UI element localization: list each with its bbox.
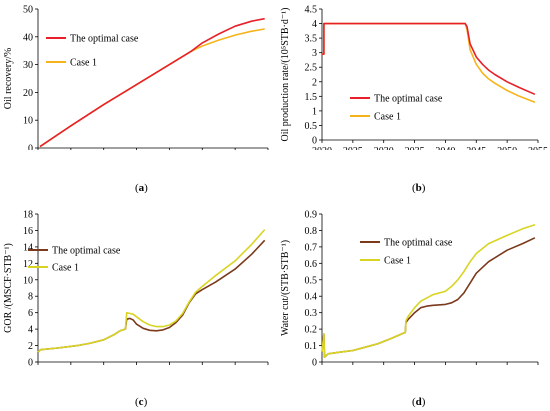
y-tick-label: 0.2 xyxy=(305,325,318,336)
y-tick-label: 0.9 xyxy=(305,210,318,221)
y-tick-label: 20 xyxy=(23,88,33,99)
caption-c: (c) xyxy=(135,396,148,408)
series-line-case-1 xyxy=(39,28,265,148)
y-tick-label: 0.3 xyxy=(305,308,318,319)
series-line-optimal-case xyxy=(322,22,536,96)
y-tick-label: 0 xyxy=(28,358,33,369)
y-tick-label: 0.8 xyxy=(305,226,318,237)
y-tick-label: 1 xyxy=(312,106,317,117)
legend-label-optimal-case: The optimal case xyxy=(384,238,453,249)
y-tick-label: 40 xyxy=(23,32,33,43)
series-line-case-1 xyxy=(321,223,536,358)
y-axis-label: GOR /(MSCF·STB⁻¹) xyxy=(3,243,14,333)
x-tick-label: 2035 xyxy=(405,146,425,150)
chart-panel-c: 2020202520302035204020452050205502468101… xyxy=(3,210,269,369)
caption-d: (d) xyxy=(412,396,426,408)
y-tick-label: 0.7 xyxy=(305,242,318,253)
y-tick-label: 0 xyxy=(312,358,317,369)
legend-label-optimal-case: The optimal case xyxy=(52,246,121,257)
y-axis-label: Oil production rate/(10⁵STB·d⁻¹) xyxy=(280,8,291,142)
y-tick-label: 0.1 xyxy=(305,341,318,352)
legend-label-case-1: Case 1 xyxy=(52,263,79,274)
y-axis-label: Oil recovery/% xyxy=(3,48,14,109)
y-tick-label: 4 xyxy=(28,325,33,336)
y-tick-label: 0 xyxy=(28,144,33,151)
y-tick-label: 0.4 xyxy=(305,292,318,303)
y-tick-label: 4.5 xyxy=(305,5,318,16)
y-tick-label: 0.5 xyxy=(305,121,318,132)
y-tick-label: 16 xyxy=(23,226,33,237)
legend-label-optimal-case: The optimal case xyxy=(70,34,139,45)
y-axis-label: Water cut/(STB·STB⁻¹) xyxy=(280,240,291,336)
y-tick-label: 1.5 xyxy=(305,92,318,103)
x-tick-label: 2020 xyxy=(312,146,332,150)
caption-b: (b) xyxy=(412,182,426,194)
series-line-optimal-case xyxy=(37,239,266,353)
x-tick-label: 2040 xyxy=(435,146,455,150)
y-tick-label: 0.5 xyxy=(305,275,318,286)
y-tick-label: 14 xyxy=(23,242,33,253)
x-tick-label: 2050 xyxy=(497,146,517,150)
legend-label-case-1: Case 1 xyxy=(384,256,411,267)
x-tick-label: 2045 xyxy=(466,146,486,150)
series-line-case-1 xyxy=(37,229,266,353)
y-tick-label: 4 xyxy=(312,19,317,30)
y-tick-label: 10 xyxy=(23,275,33,286)
series-line-optimal-case xyxy=(39,17,265,148)
y-tick-label: 10 xyxy=(23,116,33,127)
x-tick-label: 2055 xyxy=(528,146,548,150)
y-tick-label: 0 xyxy=(312,136,317,147)
y-tick-label: 2 xyxy=(312,77,317,88)
chart-panel-d: 2020202520302035204020452050205500.10.20… xyxy=(280,210,539,369)
y-tick-label: 8 xyxy=(28,292,33,303)
legend-label-case-1: Case 1 xyxy=(374,112,401,123)
y-tick-label: 30 xyxy=(23,60,33,71)
y-tick-label: 12 xyxy=(23,259,33,270)
y-tick-label: 18 xyxy=(23,210,33,221)
chart-panel-a: 2020202520302035204020452050205501020304… xyxy=(3,5,269,151)
y-tick-label: 6 xyxy=(28,308,33,319)
y-tick-label: 2 xyxy=(28,341,33,352)
y-tick-label: 2.5 xyxy=(305,63,318,74)
y-tick-label: 0.6 xyxy=(305,259,318,270)
y-tick-label: 50 xyxy=(23,5,33,16)
legend-label-optimal-case: The optimal case xyxy=(374,94,443,105)
y-tick-label: 3.5 xyxy=(305,34,318,45)
caption-a: (a) xyxy=(135,182,148,194)
x-tick-label: 2025 xyxy=(343,146,363,150)
series-line-case-1 xyxy=(322,22,536,103)
legend-label-case-1: Case 1 xyxy=(70,58,97,69)
y-tick-label: 3 xyxy=(312,48,317,59)
